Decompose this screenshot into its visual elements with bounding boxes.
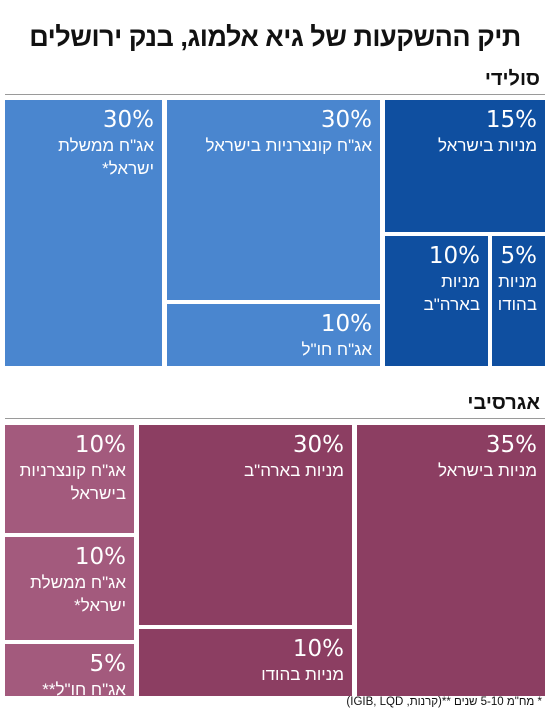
tile-category-label: מניות בארה"ב bbox=[244, 461, 344, 480]
section-label-solid: סולידי bbox=[484, 68, 540, 90]
chart-title: תיק ההשקעות של גיא אלמוג, בנק ירושלים bbox=[29, 22, 521, 52]
tile-percent-label: 5% bbox=[89, 651, 127, 677]
tile-aggr-foreign-bonds: 5% אג"ח חו"ל** bbox=[5, 644, 134, 696]
tile-category-label: אג"ח קונצרניות בישראל bbox=[205, 136, 372, 155]
tile-category-label: מניות בישראל bbox=[437, 136, 537, 155]
tile-category-label: מניות בישראל bbox=[437, 461, 537, 480]
tile-solid-foreign-bonds: 10% אג"ח חו"ל (קרנות, IGIB, LQD) bbox=[167, 304, 380, 366]
footnote-line-1: * מח"מ 5-10 שנים **(קרנות, IGIB, bbox=[350, 696, 542, 708]
footnote-line-2: LQD) bbox=[346, 696, 404, 708]
tile-category-label: אג"ח ממשלת ישראל* bbox=[58, 136, 154, 178]
tile-percent-label: 30% bbox=[292, 432, 344, 458]
tile-aggr-corp-bonds: 10% אג"ח קונצרניות בישראל bbox=[5, 425, 134, 533]
tile-aggr-israel-stocks: 35% מניות בישראל bbox=[357, 425, 545, 696]
tile-solid-israel-stocks: 15% מניות בישראל bbox=[385, 100, 545, 232]
tile-category-label: אג"ח חו"ל** bbox=[42, 680, 126, 696]
tile-percent-label: 10% bbox=[292, 636, 344, 662]
section-divider-aggressive bbox=[5, 418, 545, 419]
section-divider-solid bbox=[5, 94, 545, 95]
tile-percent-label: 10% bbox=[428, 243, 480, 269]
footnote: * מח"מ 5-10 שנים **(קרנות, IGIB, LQD) bbox=[346, 696, 542, 709]
tile-category-label: אג"ח ממשלת ישראל* bbox=[30, 573, 126, 615]
tile-percent-label: 35% bbox=[485, 432, 537, 458]
tile-percent-label: 10% bbox=[320, 311, 372, 337]
tile-aggr-gov-bonds: 10% אג"ח ממשלת ישראל* bbox=[5, 537, 134, 640]
tile-percent-label: 5% bbox=[500, 243, 538, 269]
tile-category-label: מניות בהודו bbox=[261, 665, 344, 684]
tile-category-label: אג"ח קונצרניות בישראל bbox=[19, 461, 126, 503]
section-label-aggressive: אגרסיבי bbox=[467, 392, 540, 414]
tile-category-label: מניות בהודו bbox=[497, 272, 537, 314]
tile-percent-label: 10% bbox=[74, 544, 126, 570]
tile-percent-label: 30% bbox=[320, 107, 372, 133]
tile-solid-gov-bonds: 30% אג"ח ממשלת ישראל* bbox=[5, 100, 162, 366]
tile-percent-label: 15% bbox=[485, 107, 537, 133]
tile-category-label: מניות בארה"ב bbox=[423, 272, 480, 314]
tile-aggr-us-stocks: 30% מניות בארה"ב bbox=[139, 425, 352, 625]
tile-percent-label: 30% bbox=[102, 107, 154, 133]
tile-solid-us-stocks: 10% מניות בארה"ב bbox=[385, 236, 488, 366]
tile-solid-corp-bonds: 30% אג"ח קונצרניות בישראל bbox=[167, 100, 380, 300]
tile-percent-label: 10% bbox=[74, 432, 126, 458]
tile-solid-india-stocks: 5% מניות בהודו bbox=[492, 236, 545, 366]
tile-category-label: אג"ח חו"ל (קרנות, IGIB, LQD) bbox=[231, 340, 372, 366]
tile-aggr-india-stocks: 10% מניות בהודו bbox=[139, 629, 352, 696]
